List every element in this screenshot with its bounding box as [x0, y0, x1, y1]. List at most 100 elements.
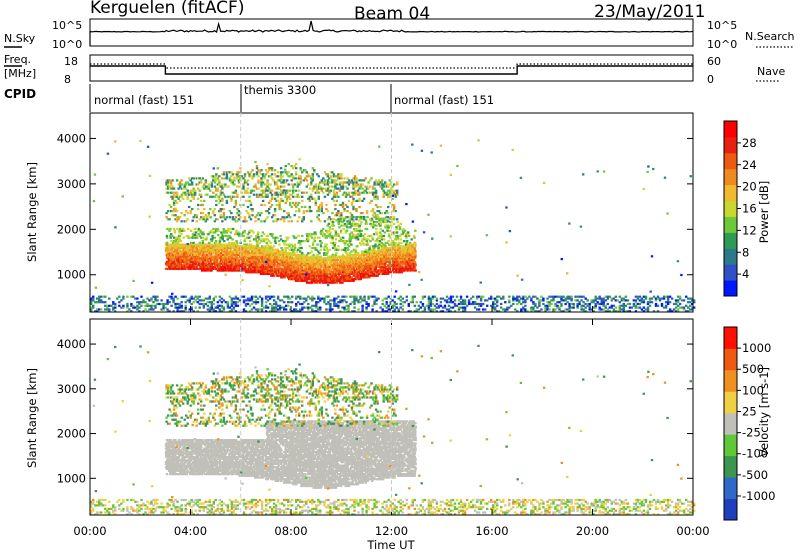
echo-cell	[206, 257, 210, 260]
echo-cell	[347, 183, 351, 186]
echo-cell	[313, 269, 316, 272]
echo-cell	[171, 185, 174, 188]
echo-cell	[194, 255, 197, 258]
echo-cell	[337, 233, 340, 236]
echo-cell	[287, 236, 290, 239]
echo-cell	[282, 274, 285, 277]
echo-cell	[233, 218, 236, 221]
echo-cell	[290, 274, 294, 277]
echo-cell	[315, 257, 318, 260]
echo-cell	[395, 231, 399, 234]
echo-cell	[250, 250, 254, 253]
echo-cell	[233, 264, 236, 267]
echo-cell	[166, 181, 170, 184]
echo-cell	[337, 274, 341, 277]
echo-cell	[178, 240, 181, 243]
echo-cell	[251, 246, 254, 250]
echo-cell	[259, 269, 262, 272]
echo-cell	[236, 248, 240, 251]
echo-cell	[263, 191, 266, 194]
echo-cell	[346, 220, 349, 223]
echo-cell	[185, 187, 188, 190]
echo-cell	[185, 252, 188, 255]
echo-cell	[329, 231, 332, 234]
echo-cell	[116, 297, 119, 300]
echo-cell	[324, 257, 327, 260]
echo-cell	[200, 181, 203, 184]
echo-cell	[287, 183, 290, 186]
echo-cell	[196, 260, 199, 263]
echo-cell	[201, 212, 204, 215]
echo-cell	[316, 260, 320, 263]
echo-cell	[185, 264, 188, 267]
echo-cell	[225, 262, 228, 265]
echo-cell	[308, 175, 311, 178]
echo-cell	[281, 260, 284, 263]
echo-cell	[251, 169, 254, 172]
echo-cell	[226, 269, 229, 272]
echo-cell	[301, 272, 305, 275]
echo-cell	[185, 234, 188, 238]
echo-cell	[171, 195, 174, 198]
echo-cell	[306, 281, 309, 284]
echo-cell	[296, 259, 299, 262]
echo-cell	[332, 265, 335, 269]
echo-cell	[231, 181, 235, 184]
echo-cell	[344, 241, 347, 244]
echo-cell	[208, 241, 211, 244]
echo-cell	[376, 205, 379, 209]
echo-cell	[291, 245, 295, 248]
echo-cell	[221, 191, 224, 194]
echo-cell	[229, 245, 232, 248]
echo-cell	[227, 262, 230, 265]
echo-cell	[164, 267, 168, 270]
echo-cell	[204, 252, 208, 255]
echo-cell	[173, 257, 176, 260]
echo-cell	[288, 245, 291, 248]
echo-cell	[258, 253, 261, 256]
echo-cell	[190, 262, 194, 265]
echo-cell	[343, 243, 347, 246]
echo-cell	[205, 236, 208, 239]
echo-cell	[202, 260, 206, 263]
echo-cell	[261, 267, 264, 270]
echo-cell	[206, 245, 209, 248]
echo-cell	[318, 260, 321, 263]
echo-cell	[323, 279, 326, 282]
echo-cell	[235, 240, 238, 243]
echo-cell	[315, 279, 319, 282]
echo-cell	[355, 262, 358, 265]
echo-cell	[326, 224, 329, 227]
echo-cell	[399, 238, 402, 241]
echo-cell	[291, 259, 295, 262]
echo-cell	[309, 252, 312, 255]
echo-cell	[175, 201, 179, 204]
echo-cell	[258, 255, 261, 258]
echo-cell	[349, 264, 352, 267]
echo-cell	[261, 259, 264, 262]
echo-cell	[308, 245, 311, 248]
echo-cell	[211, 248, 214, 251]
echo-cell	[281, 252, 284, 255]
echo-cell	[380, 241, 384, 244]
echo-cell	[341, 183, 345, 186]
echo-cell	[178, 248, 181, 251]
echo-cell	[346, 274, 349, 277]
echo-cell	[193, 255, 196, 258]
echo-cell	[184, 295, 187, 298]
echo-cell	[206, 264, 210, 267]
echo-cell	[198, 218, 201, 221]
echo-cell	[249, 259, 253, 262]
echo-cell	[254, 183, 257, 186]
echo-cell	[218, 236, 222, 239]
echo-cell	[320, 189, 323, 192]
echo-cell	[331, 181, 334, 184]
echo-cell	[313, 279, 316, 282]
echo-cell	[289, 216, 292, 219]
echo-cell	[301, 260, 305, 263]
echo-cell	[242, 187, 245, 190]
echo-cell	[329, 259, 332, 262]
echo-cell	[305, 210, 308, 213]
echo-cell	[272, 253, 275, 256]
echo-cell	[276, 195, 280, 198]
